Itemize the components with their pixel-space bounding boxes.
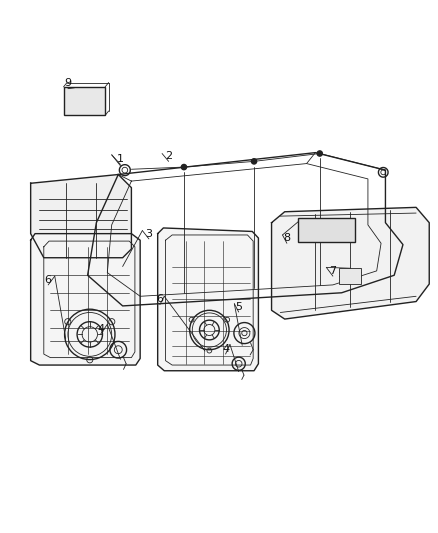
Text: 3: 3 <box>145 229 152 239</box>
Text: 7: 7 <box>329 266 336 276</box>
Text: 8: 8 <box>283 233 290 243</box>
Polygon shape <box>158 228 258 371</box>
Text: 6: 6 <box>156 294 163 304</box>
Text: 9: 9 <box>64 78 71 88</box>
Text: 2: 2 <box>165 151 172 161</box>
Text: 4: 4 <box>222 344 229 354</box>
Circle shape <box>317 151 322 156</box>
Text: 5: 5 <box>235 302 242 312</box>
Text: 6: 6 <box>45 274 52 285</box>
Bar <box>339 268 361 284</box>
Circle shape <box>181 165 187 169</box>
Text: 1: 1 <box>117 154 124 164</box>
Text: 4: 4 <box>97 324 104 334</box>
Polygon shape <box>272 207 429 319</box>
Bar <box>64 87 105 115</box>
Polygon shape <box>31 174 131 258</box>
Bar <box>298 219 355 243</box>
Circle shape <box>251 159 257 164</box>
Polygon shape <box>31 233 140 365</box>
